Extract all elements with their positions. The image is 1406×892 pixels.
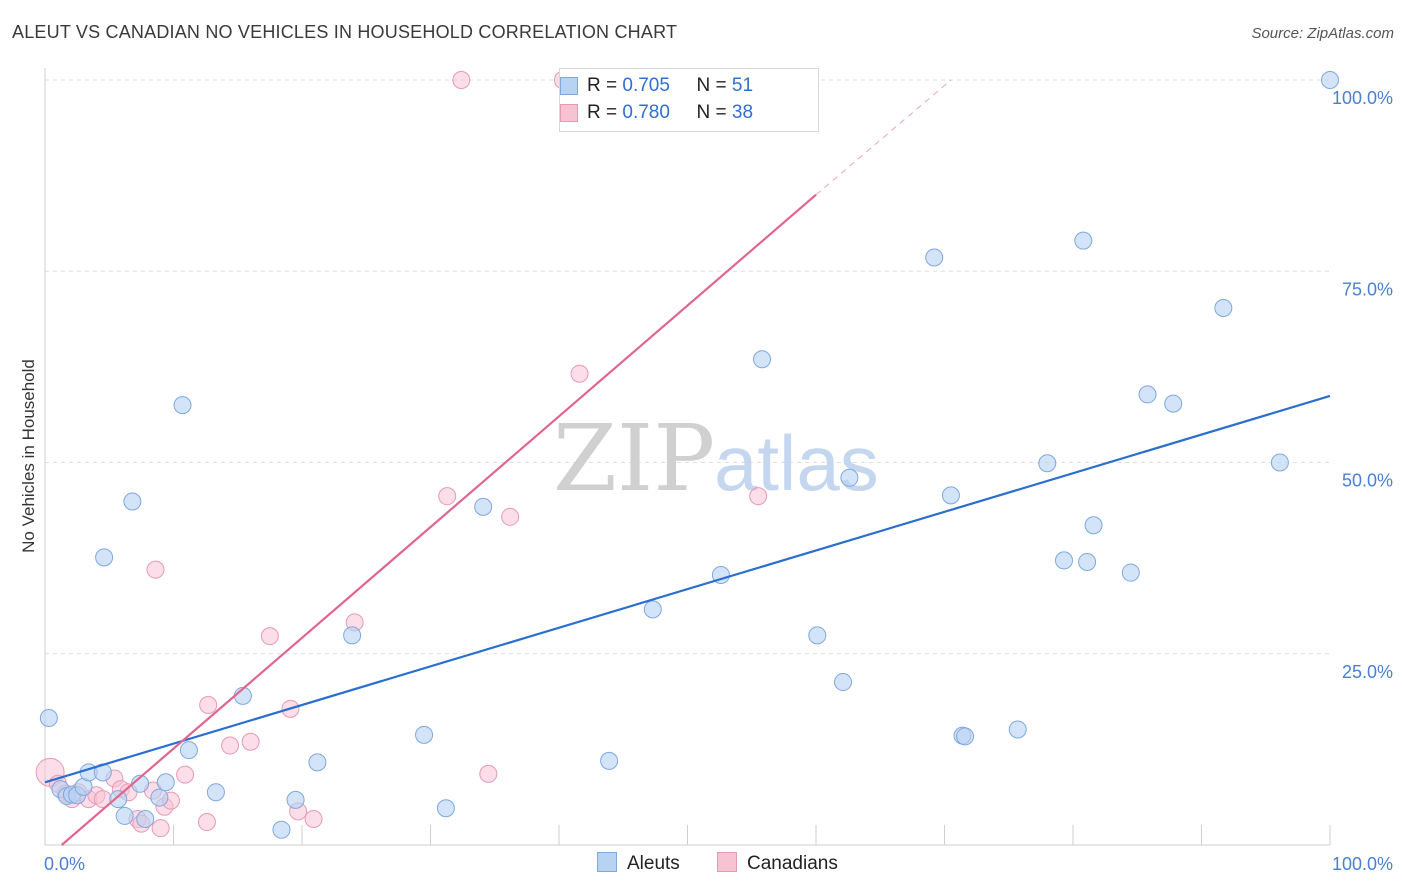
y-tick-label-3: 100.0%	[1332, 88, 1393, 108]
canadian-r-value: 0.780	[622, 102, 670, 123]
canadian-point	[479, 764, 498, 783]
canadian-point	[438, 487, 457, 506]
aleuts-legend-swatch	[597, 852, 617, 872]
aleut-point	[272, 820, 291, 839]
aleut-points	[39, 71, 1339, 839]
aleut-point	[415, 725, 434, 744]
aleut-point	[840, 468, 859, 487]
aleut-point	[1038, 454, 1057, 473]
aleuts-legend-label: Aleuts	[627, 853, 680, 874]
aleut-point	[343, 626, 362, 645]
trend-lines	[44, 79, 1331, 846]
aleut-point	[436, 799, 455, 818]
aleut-point	[833, 673, 852, 692]
aleut-point	[136, 809, 155, 828]
chart-title: ALEUT VS CANADIAN NO VEHICLES IN HOUSEHO…	[12, 22, 678, 42]
aleut-point	[150, 788, 169, 807]
canadians-legend-label: Canadians	[747, 853, 838, 874]
aleut-point	[1270, 453, 1289, 472]
aleut-point	[1078, 552, 1097, 571]
canadian-point	[199, 696, 218, 715]
legend-item-canadians: Canadians	[717, 852, 838, 876]
canadian-point	[197, 813, 216, 832]
canadian-point	[151, 819, 170, 838]
aleut-point	[1164, 394, 1183, 413]
legend-item-aleuts: Aleuts	[597, 852, 680, 876]
y-tick-labels: 25.0% 50.0% 75.0% 100.0%	[1332, 88, 1393, 682]
aleut-swatch	[560, 77, 578, 95]
aleut-point	[39, 709, 58, 728]
aleut-n-label: N =	[696, 75, 727, 96]
source-credit: Source: ZipAtlas.com	[1251, 25, 1394, 42]
watermark-atlas: atlas	[714, 419, 879, 507]
canadian-point	[176, 765, 195, 784]
aleut-point	[206, 783, 225, 802]
canadian-point	[570, 364, 589, 383]
aleut-point	[156, 773, 175, 792]
watermark-zip: ZIP	[553, 405, 715, 512]
x-tick-label-0: 0.0%	[44, 854, 85, 874]
legend-row-canadian: R = 0.780 N = 38	[560, 102, 754, 126]
x-tick-label-1: 100.0%	[1332, 854, 1393, 874]
y-tick-label-1: 50.0%	[1342, 471, 1393, 491]
aleut-point	[808, 626, 827, 645]
canadians-legend-swatch	[717, 852, 737, 872]
aleut-point	[179, 741, 198, 760]
aleut-point	[1121, 563, 1140, 582]
canadian-r-label: R =	[587, 102, 618, 123]
aleut-point	[173, 396, 192, 415]
aleut-r-value: 0.705	[622, 75, 670, 96]
aleut-point	[115, 806, 134, 825]
aleut-point	[95, 548, 114, 567]
aleut-point	[925, 248, 944, 267]
canadian-point	[501, 507, 520, 526]
aleut-point	[123, 492, 142, 511]
aleut-point	[1138, 385, 1157, 404]
canadian-swatch	[560, 104, 578, 122]
y-axis-label: No Vehicles in Household	[19, 359, 38, 553]
canadian-trend-extension	[815, 79, 952, 196]
x-tick-labels: 0.0% 100.0%	[44, 854, 1393, 874]
canadian-point	[241, 732, 260, 751]
aleut-point	[1321, 71, 1339, 89]
correlation-legend: R = 0.705 N = 51 R = 0.780 N = 38	[559, 68, 819, 132]
aleut-point	[941, 486, 960, 505]
aleut-point	[753, 350, 772, 369]
canadian-point	[260, 627, 279, 646]
aleut-point	[1074, 231, 1093, 250]
aleut-r-label: R =	[587, 75, 618, 96]
aleut-point	[474, 497, 493, 516]
y-tick-label-0: 25.0%	[1342, 662, 1393, 682]
aleut-point	[1008, 720, 1027, 739]
canadian-point	[304, 809, 323, 828]
aleut-point	[109, 790, 128, 809]
canadian-n-label: N =	[696, 102, 727, 123]
aleut-point	[600, 751, 619, 770]
aleut-point	[1214, 298, 1233, 317]
aleut-point	[1084, 516, 1103, 535]
aleut-point	[286, 790, 305, 809]
aleut-point	[308, 753, 327, 772]
legend-row-aleut: R = 0.705 N = 51	[560, 75, 754, 99]
aleut-trend-line	[44, 394, 1331, 784]
aleut-point	[956, 727, 975, 746]
aleut-point	[1055, 551, 1074, 570]
canadian-trend-line	[60, 193, 817, 846]
aleut-point	[643, 600, 662, 619]
watermark: ZIP atlas	[553, 405, 879, 512]
canadian-point	[221, 736, 240, 755]
canadian-point	[452, 71, 471, 89]
canadian-n-value: 38	[731, 102, 754, 123]
y-tick-label-2: 75.0%	[1342, 279, 1393, 299]
canadian-point	[146, 560, 165, 579]
canadian-point	[749, 487, 768, 506]
aleut-n-value: 51	[731, 75, 754, 96]
